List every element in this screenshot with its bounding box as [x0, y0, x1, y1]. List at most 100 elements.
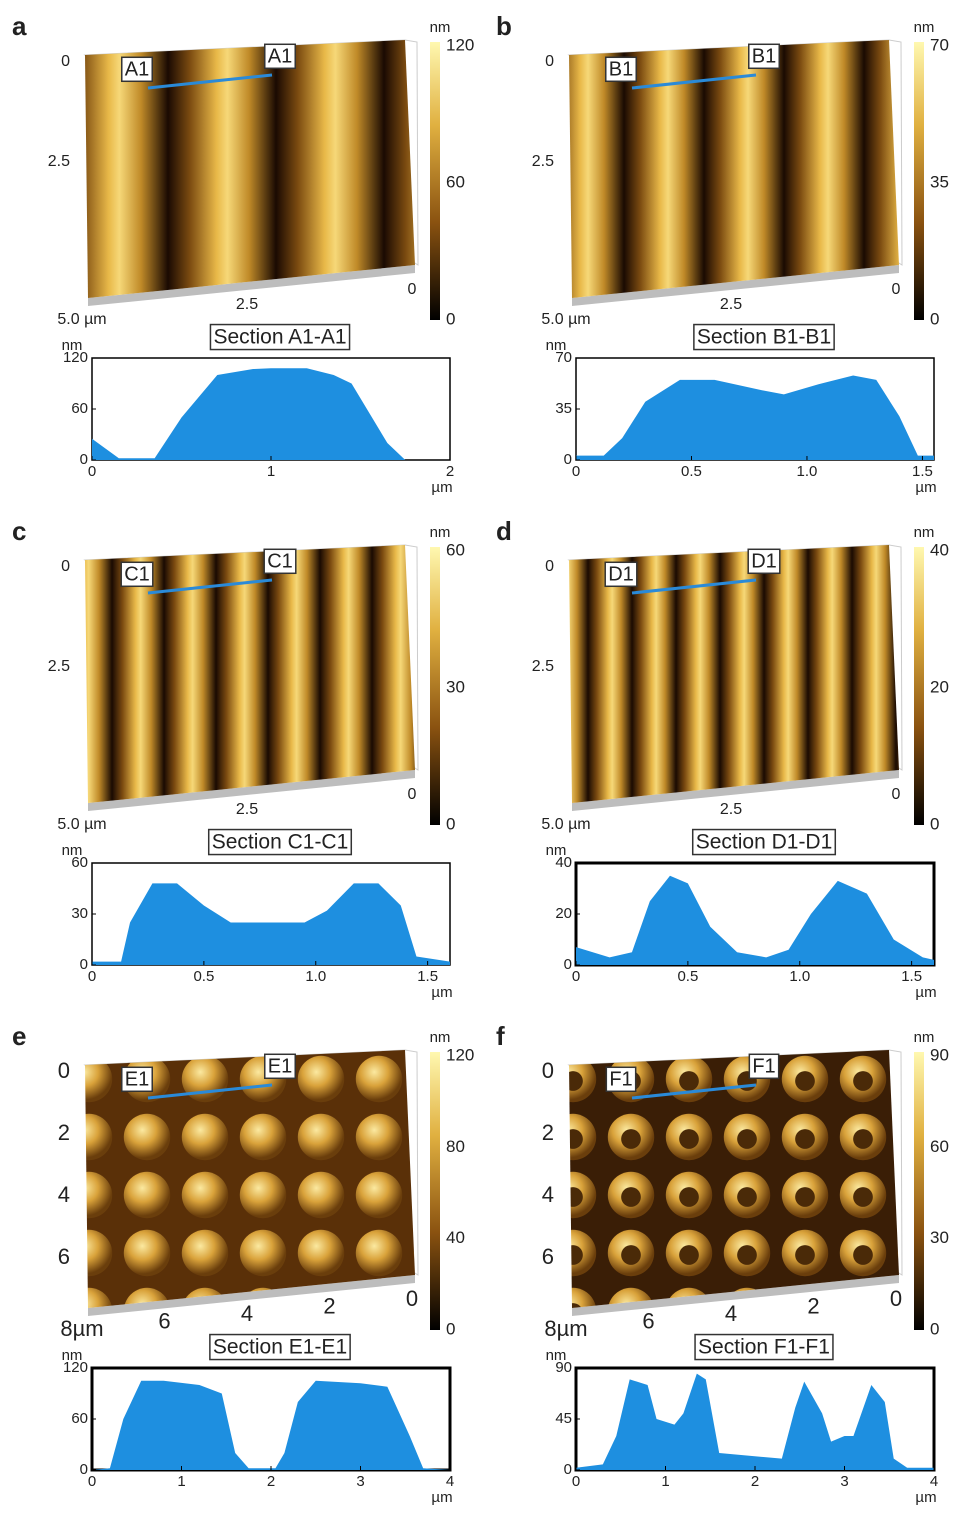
x-tick-label: 1.5 [901, 968, 922, 985]
colorbar-tick: 40 [446, 1228, 465, 1247]
x-axis-label: 0 [890, 1286, 902, 1311]
colorbar-tick: 0 [446, 1319, 455, 1338]
panel-letter: e [12, 1021, 26, 1051]
y-tick-label: 35 [555, 400, 572, 417]
x-tick-label: 1.5 [417, 968, 438, 985]
section-marker: B1 [609, 58, 633, 80]
colorbar-unit: nm [914, 1029, 935, 1046]
panel-letter: f [496, 1021, 505, 1051]
x-tick-label: 1 [177, 1473, 185, 1490]
y-tick-label: 0 [80, 451, 88, 468]
section-marker: D1 [608, 563, 634, 585]
y-unit: nm [546, 337, 567, 354]
x-axis-label: 5.0 µm [57, 311, 106, 328]
x-tick-label: 1.0 [789, 968, 810, 985]
y-axis-label: 2.5 [532, 153, 554, 170]
colorbar [914, 42, 924, 320]
colorbar-tick: 90 [930, 1045, 949, 1064]
y-tick-label: 60 [71, 400, 88, 417]
colorbar-tick: 120 [446, 1045, 474, 1064]
x-axis-label: 0 [406, 1286, 418, 1311]
section-title: Section D1-D1 [696, 831, 833, 854]
y-axis-label: 6 [542, 1244, 554, 1269]
y-axis-label: 2.5 [48, 658, 70, 675]
x-tick-label: 1.0 [797, 463, 818, 480]
x-tick-label: 4 [446, 1473, 454, 1490]
y-axis-label: 2.5 [48, 153, 70, 170]
colorbar-tick: 60 [446, 172, 465, 191]
y-tick-label: 20 [555, 905, 572, 922]
colorbar [914, 547, 924, 825]
colorbar-tick: 80 [446, 1137, 465, 1156]
y-tick-label: 0 [564, 956, 572, 973]
x-tick-label: 1 [267, 463, 275, 480]
section-marker: B1 [752, 45, 776, 67]
y-unit: nm [546, 1347, 567, 1364]
colorbar [914, 1052, 924, 1330]
x-axis-label: 5.0 µm [541, 816, 590, 833]
section-title: Section A1-A1 [213, 326, 346, 349]
x-unit: µm [915, 984, 936, 1001]
x-axis-label: 4 [241, 1301, 253, 1326]
x-axis-label: 2 [807, 1293, 819, 1318]
y-axis-label: 0 [61, 558, 70, 575]
colorbar-tick: 30 [446, 677, 465, 696]
y-tick-label: 0 [80, 956, 88, 973]
y-axis-label: 2 [542, 1120, 554, 1145]
x-axis-label: 6 [158, 1308, 170, 1333]
section-marker: A1 [268, 45, 292, 67]
x-tick-label: 0.5 [193, 968, 214, 985]
x-axis-label: 2.5 [720, 296, 742, 313]
section-title: Section E1-E1 [213, 1336, 347, 1359]
x-axis-label: 0 [408, 786, 417, 803]
y-unit: nm [62, 337, 83, 354]
x-axis-label: 0 [892, 281, 901, 298]
colorbar-tick: 0 [930, 1319, 939, 1338]
x-axis-label: 2.5 [720, 801, 742, 818]
y-tick-label: 60 [71, 1410, 88, 1427]
colorbar-tick: 0 [930, 814, 939, 833]
y-axis-label: 0 [61, 53, 70, 70]
y-unit: nm [62, 842, 83, 859]
section-marker: F1 [609, 1068, 632, 1090]
section-marker: C1 [267, 550, 293, 572]
x-axis-label: 4 [725, 1301, 737, 1326]
y-axis-label: 4 [58, 1182, 70, 1207]
x-tick-label: 0 [88, 968, 96, 985]
x-tick-label: 0 [572, 968, 580, 985]
x-unit: µm [431, 984, 452, 1001]
y-axis-label: 0 [545, 53, 554, 70]
colorbar [430, 547, 440, 825]
y-tick-label: 0 [564, 451, 572, 468]
x-tick-label: 1.0 [305, 968, 326, 985]
section-marker: E1 [268, 1055, 292, 1077]
colorbar-tick: 0 [930, 309, 939, 328]
colorbar-unit: nm [914, 524, 935, 541]
y-tick-label: 0 [80, 1461, 88, 1478]
x-axis-label: 2.5 [236, 801, 258, 818]
section-marker: A1 [125, 58, 149, 80]
x-tick-label: 2 [446, 463, 454, 480]
panel-letter: d [496, 516, 512, 546]
x-unit: µm [431, 1489, 452, 1506]
colorbar-tick: 60 [930, 1137, 949, 1156]
x-tick-label: 3 [356, 1473, 364, 1490]
x-unit: µm [915, 1489, 936, 1506]
y-axis-label: 0 [542, 1058, 554, 1083]
x-axis-label: 0 [408, 281, 417, 298]
x-tick-label: 4 [930, 1473, 938, 1490]
colorbar-tick: 30 [930, 1228, 949, 1247]
x-unit: µm [431, 479, 452, 496]
section-title: Section F1-F1 [698, 1336, 830, 1359]
x-tick-label: 0 [572, 1473, 580, 1490]
section-title: Section C1-C1 [212, 831, 349, 854]
x-tick-label: 0 [88, 1473, 96, 1490]
colorbar [430, 42, 440, 320]
colorbar-unit: nm [430, 19, 451, 36]
panel-letter: c [12, 516, 26, 546]
x-unit: µm [915, 479, 936, 496]
colorbar-tick: 60 [446, 540, 465, 559]
y-tick-label: 0 [564, 1461, 572, 1478]
panel-letter: b [496, 11, 512, 41]
colorbar-unit: nm [914, 19, 935, 36]
